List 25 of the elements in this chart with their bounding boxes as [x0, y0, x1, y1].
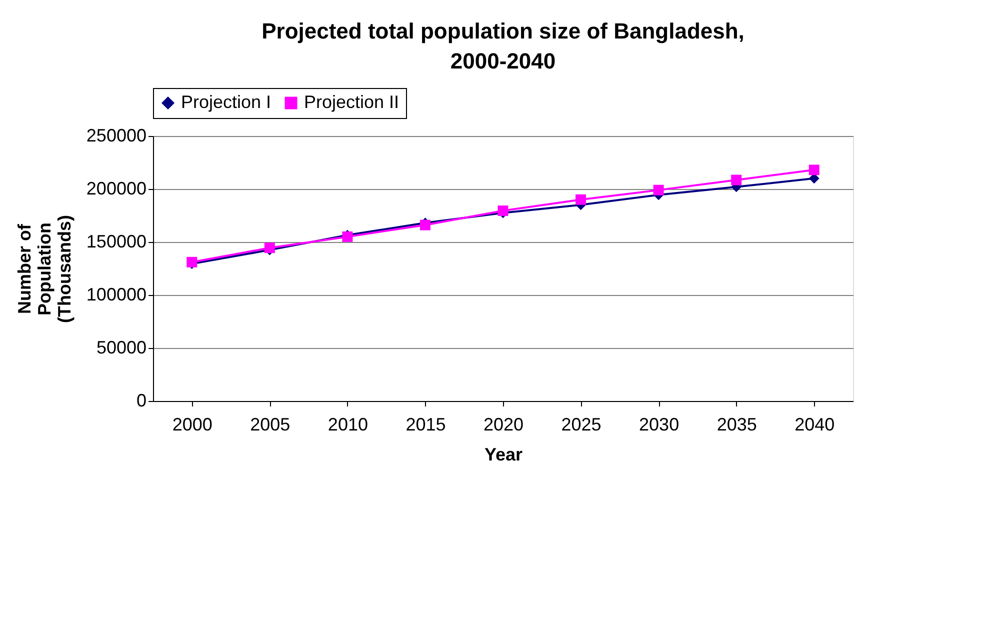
x-tick-label: 2000 — [172, 414, 212, 434]
point — [498, 205, 508, 216]
legend-label: Projection I — [181, 92, 272, 112]
y-tick-label: 150000 — [86, 232, 146, 252]
y-tick-label: 50000 — [96, 338, 146, 358]
x-tick-label: 2035 — [716, 414, 757, 434]
chart-title: Projected total population size of Bangladesh, 2000-2040 — [262, 18, 744, 74]
x-axis-title: Year — [484, 444, 523, 464]
x-tick-label: 2040 — [794, 414, 835, 434]
point — [731, 174, 742, 186]
y-tick-label: 200000 — [86, 178, 146, 198]
x-tick-label: 2015 — [406, 414, 446, 434]
y-axis-title: Number of Population (Thousands) — [14, 215, 74, 323]
x-tick-label: 2010 — [328, 414, 368, 434]
point — [808, 164, 820, 176]
x-tick-label: 2025 — [561, 414, 602, 434]
x-tick-label: 2020 — [483, 414, 524, 434]
point — [576, 194, 586, 205]
x-tick-label: 2030 — [639, 414, 680, 434]
y-tick-label: 0 — [136, 390, 146, 410]
y-tick-label: 100000 — [86, 284, 146, 304]
y-tick-label: 250000 — [86, 126, 146, 146]
x-tick-label: 2005 — [250, 414, 290, 434]
legend-label: Projection II — [304, 92, 400, 112]
point — [653, 184, 664, 196]
